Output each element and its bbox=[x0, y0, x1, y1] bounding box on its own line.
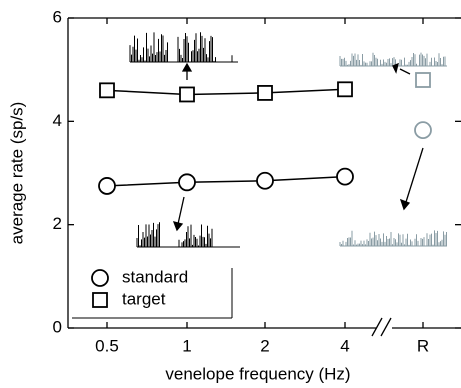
point bbox=[337, 81, 353, 98]
series-line bbox=[106, 175, 346, 187]
point bbox=[179, 86, 195, 103]
y-tick-label: 4 bbox=[53, 111, 62, 130]
frame bbox=[67, 17, 461, 337]
point bbox=[98, 177, 116, 195]
x-tick-label: 4 bbox=[340, 336, 349, 355]
point bbox=[178, 173, 196, 192]
legend-label: standard bbox=[122, 267, 188, 286]
legend-marker bbox=[91, 269, 109, 287]
x-tick-label: 0.5 bbox=[95, 336, 119, 355]
legend-label: target bbox=[122, 289, 166, 308]
arrows bbox=[172, 62, 424, 232]
point bbox=[257, 85, 273, 101]
legend-marker bbox=[92, 292, 108, 308]
y-tick-label: 0 bbox=[53, 317, 62, 336]
x-tick-label: 1 bbox=[182, 336, 191, 355]
point bbox=[336, 167, 354, 186]
x-axis-label: venelope frequency (Hz) bbox=[165, 364, 350, 383]
point bbox=[414, 121, 432, 140]
spike-insets bbox=[129, 32, 447, 248]
point bbox=[415, 72, 431, 88]
series-line bbox=[106, 88, 346, 96]
x-tick-label: R bbox=[417, 336, 429, 355]
x-tick-label: 2 bbox=[260, 336, 269, 355]
y-tick-label: 2 bbox=[53, 214, 62, 233]
y-tick-label: 6 bbox=[53, 7, 62, 26]
point bbox=[99, 82, 115, 99]
y-axis-label: average rate (sp/s) bbox=[7, 102, 26, 245]
point bbox=[256, 171, 274, 190]
legend-box bbox=[72, 268, 233, 319]
